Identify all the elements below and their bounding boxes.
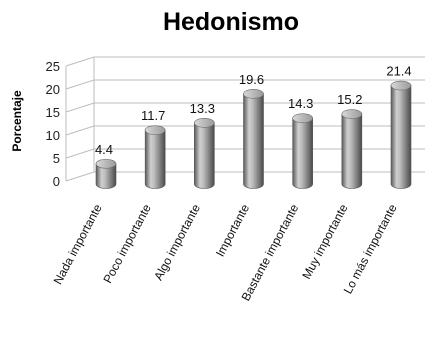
x-tick-label: Muy importante bbox=[299, 202, 350, 282]
y-axis-ticks: 0 5 10 15 20 25 bbox=[46, 59, 60, 189]
data-label: 4.4 bbox=[95, 142, 113, 157]
bar bbox=[95, 158, 117, 189]
bar-top bbox=[390, 80, 412, 91]
bar-body bbox=[341, 113, 363, 189]
bar-top bbox=[95, 158, 117, 169]
bar-body bbox=[243, 93, 264, 189]
x-tick-label: Algo importante bbox=[151, 202, 203, 283]
y-tick-label: 10 bbox=[46, 128, 60, 143]
y-axis-label: Porcentaje bbox=[10, 90, 24, 152]
bar bbox=[390, 80, 412, 189]
bars bbox=[95, 80, 412, 189]
data-labels: 4.4 11.7 13.3 19.6 14.3 15.2 21.4 bbox=[95, 64, 412, 157]
bar bbox=[292, 113, 313, 189]
y-tick-label: 25 bbox=[46, 59, 60, 74]
bar-top bbox=[341, 109, 363, 119]
x-tick-label: Lo más importante bbox=[341, 202, 400, 297]
data-label: 13.3 bbox=[190, 101, 215, 116]
chart-title: Hedonismo bbox=[163, 8, 299, 36]
gridline bbox=[65, 56, 425, 67]
data-label: 21.4 bbox=[386, 64, 411, 79]
x-tick-label: Poco importante bbox=[100, 202, 154, 286]
bar-body bbox=[144, 129, 166, 189]
bar bbox=[144, 125, 166, 189]
bar-top bbox=[144, 125, 166, 135]
data-label: 14.3 bbox=[288, 96, 313, 111]
bar-top bbox=[194, 118, 215, 128]
y-tick-label: 0 bbox=[53, 174, 60, 189]
bar-top bbox=[292, 113, 313, 124]
bar-body bbox=[390, 85, 412, 189]
bar bbox=[194, 118, 215, 189]
y-tick-label: 15 bbox=[46, 105, 60, 120]
bar bbox=[243, 89, 264, 189]
x-tick-label: Importante bbox=[213, 202, 252, 260]
data-label: 11.7 bbox=[141, 108, 165, 123]
data-label: 15.2 bbox=[337, 92, 362, 107]
bar-body bbox=[292, 117, 313, 189]
y-tick-label: 20 bbox=[46, 82, 60, 97]
bar-body bbox=[194, 122, 215, 189]
gridlines bbox=[65, 56, 425, 182]
data-label: 19.6 bbox=[239, 72, 264, 87]
bar-top bbox=[243, 89, 264, 99]
bar-body bbox=[95, 163, 117, 189]
y-tick-label: 5 bbox=[53, 151, 60, 166]
x-tick-label: Nada importante bbox=[51, 202, 105, 287]
x-tick-label: Bastante importante bbox=[239, 202, 302, 304]
bar bbox=[341, 109, 363, 189]
